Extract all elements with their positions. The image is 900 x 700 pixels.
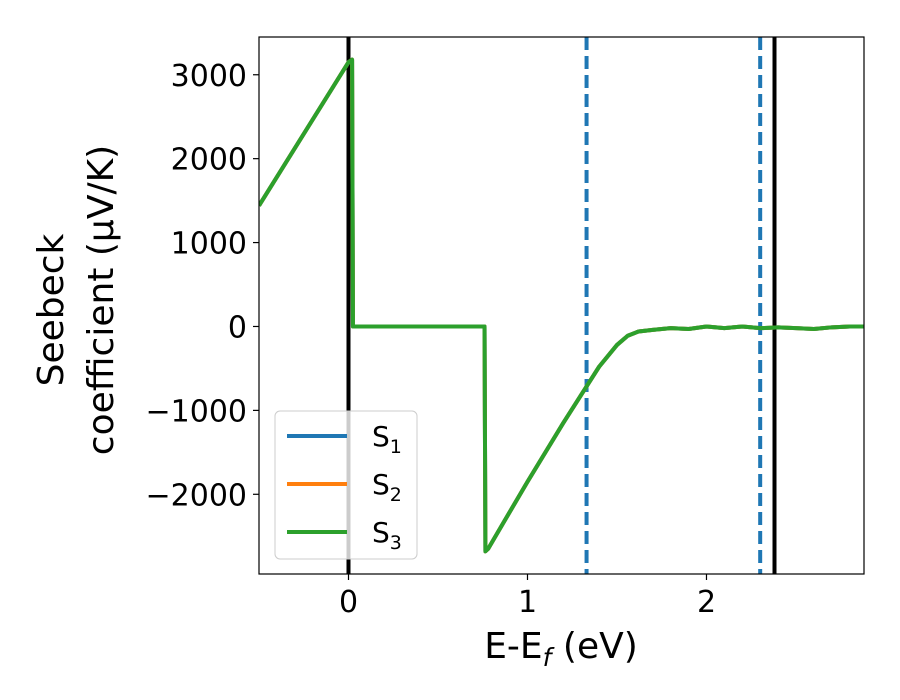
x-tick-label: 2 bbox=[697, 585, 716, 620]
y-axis-label-line1: Seebeck bbox=[31, 233, 72, 386]
plot-frame bbox=[258, 36, 865, 575]
y-tick-label: 3000 bbox=[171, 59, 247, 94]
y-tick-label: −2000 bbox=[146, 478, 247, 513]
y-tick-label: 1000 bbox=[171, 227, 247, 262]
legend-label-S3: S3 bbox=[372, 516, 402, 554]
x-tick-label: 0 bbox=[339, 585, 358, 620]
x-tick-label: 1 bbox=[518, 585, 537, 620]
legend-label-S2: S2 bbox=[372, 468, 402, 506]
y-tick-label: 2000 bbox=[171, 143, 247, 178]
legend: S1 S2 S3 bbox=[274, 410, 418, 560]
series-line-S3 bbox=[259, 57, 864, 554]
legend-label-S1: S1 bbox=[372, 420, 402, 458]
y-tick-label: 0 bbox=[228, 310, 247, 345]
y-axis-label-line2: coefficient (μV/K) bbox=[81, 145, 122, 455]
x-axis-label: E-Ef (eV) bbox=[484, 626, 638, 672]
y-tick-label: −1000 bbox=[146, 394, 247, 429]
